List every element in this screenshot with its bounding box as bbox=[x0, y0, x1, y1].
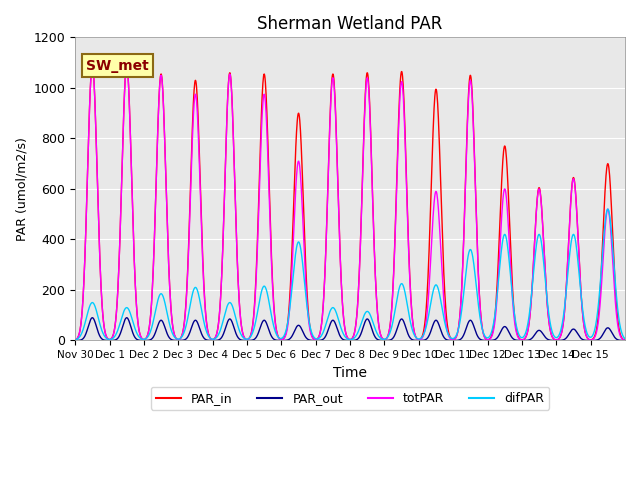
difPAR bbox=[479, 330, 487, 336]
PAR_out bbox=[71, 337, 79, 343]
Line: PAR_in: PAR_in bbox=[75, 65, 625, 340]
totPAR bbox=[614, 325, 622, 331]
difPAR bbox=[325, 311, 333, 317]
PAR_out bbox=[157, 317, 165, 323]
Line: totPAR: totPAR bbox=[75, 65, 625, 340]
Line: difPAR: difPAR bbox=[75, 209, 625, 340]
PAR_out bbox=[561, 336, 568, 342]
PAR_in bbox=[326, 131, 333, 136]
difPAR bbox=[71, 337, 79, 343]
PAR_in bbox=[157, 72, 165, 78]
difPAR bbox=[614, 311, 622, 316]
difPAR bbox=[621, 336, 629, 342]
PAR_in bbox=[336, 244, 344, 250]
difPAR bbox=[560, 308, 568, 314]
totPAR bbox=[561, 309, 568, 315]
PAR_out bbox=[326, 323, 333, 329]
totPAR bbox=[336, 246, 344, 252]
difPAR bbox=[604, 206, 612, 212]
totPAR bbox=[621, 337, 629, 343]
PAR_in bbox=[621, 337, 629, 343]
totPAR bbox=[480, 333, 488, 338]
PAR_out bbox=[88, 315, 96, 321]
PAR_in bbox=[88, 62, 96, 68]
Text: SW_met: SW_met bbox=[86, 59, 149, 72]
PAR_out bbox=[480, 337, 488, 343]
totPAR bbox=[157, 73, 165, 79]
Line: PAR_out: PAR_out bbox=[75, 318, 625, 340]
PAR_in bbox=[71, 337, 79, 343]
Title: Sherman Wetland PAR: Sherman Wetland PAR bbox=[257, 15, 443, 33]
difPAR bbox=[335, 320, 343, 326]
totPAR bbox=[88, 62, 96, 68]
PAR_in bbox=[480, 333, 488, 338]
PAR_in bbox=[614, 320, 622, 326]
totPAR bbox=[71, 337, 79, 343]
totPAR bbox=[326, 133, 333, 139]
PAR_out bbox=[336, 333, 344, 338]
PAR_out bbox=[621, 337, 629, 343]
difPAR bbox=[157, 291, 165, 297]
PAR_out bbox=[614, 337, 622, 343]
X-axis label: Time: Time bbox=[333, 366, 367, 380]
Legend: PAR_in, PAR_out, totPAR, difPAR: PAR_in, PAR_out, totPAR, difPAR bbox=[151, 387, 549, 410]
PAR_in bbox=[561, 309, 568, 315]
Y-axis label: PAR (umol/m2/s): PAR (umol/m2/s) bbox=[15, 137, 28, 241]
